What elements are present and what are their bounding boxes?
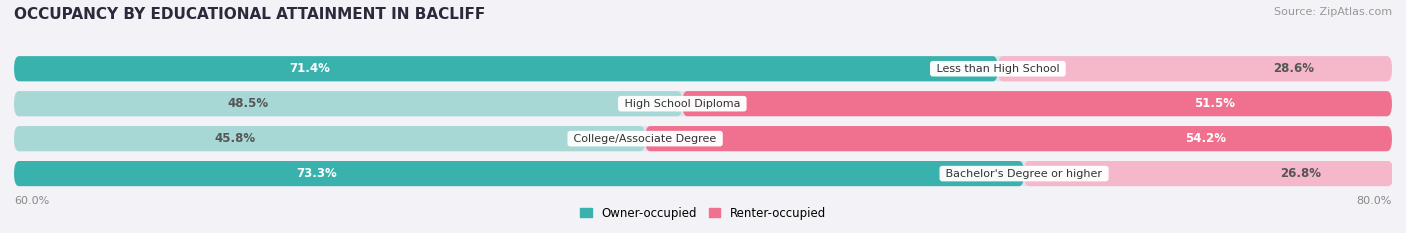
Text: Less than High School: Less than High School [932,64,1063,74]
FancyBboxPatch shape [645,126,1392,151]
FancyBboxPatch shape [14,126,645,151]
Text: 48.5%: 48.5% [228,97,269,110]
Text: 71.4%: 71.4% [288,62,329,75]
Text: Source: ZipAtlas.com: Source: ZipAtlas.com [1274,7,1392,17]
FancyBboxPatch shape [998,56,1392,81]
FancyBboxPatch shape [1024,161,1393,186]
Text: College/Associate Degree: College/Associate Degree [571,134,720,144]
Text: 73.3%: 73.3% [297,167,337,180]
Text: Bachelor's Degree or higher: Bachelor's Degree or higher [942,169,1105,178]
Text: High School Diploma: High School Diploma [621,99,744,109]
Legend: Owner-occupied, Renter-occupied: Owner-occupied, Renter-occupied [575,202,831,224]
FancyBboxPatch shape [14,161,1392,186]
Text: 80.0%: 80.0% [1357,196,1392,206]
Text: 28.6%: 28.6% [1272,62,1315,75]
FancyBboxPatch shape [682,91,1392,116]
Text: 45.8%: 45.8% [214,132,256,145]
FancyBboxPatch shape [14,56,1392,81]
Text: OCCUPANCY BY EDUCATIONAL ATTAINMENT IN BACLIFF: OCCUPANCY BY EDUCATIONAL ATTAINMENT IN B… [14,7,485,22]
FancyBboxPatch shape [14,91,1392,116]
Text: 51.5%: 51.5% [1194,97,1234,110]
Text: 60.0%: 60.0% [14,196,49,206]
FancyBboxPatch shape [14,161,1024,186]
Text: 54.2%: 54.2% [1185,132,1226,145]
FancyBboxPatch shape [14,91,682,116]
FancyBboxPatch shape [14,126,1392,151]
Text: 26.8%: 26.8% [1281,167,1322,180]
FancyBboxPatch shape [14,56,998,81]
